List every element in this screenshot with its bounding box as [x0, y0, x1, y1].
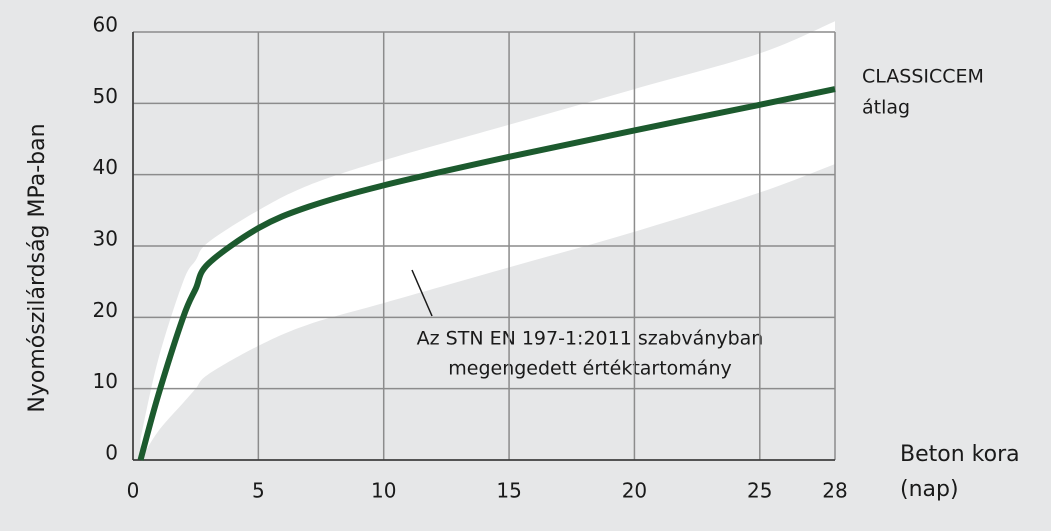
y-tick-label: 0: [105, 441, 118, 465]
x-tick-label: 25: [747, 479, 772, 503]
x-tick-label: 10: [371, 479, 396, 503]
x-tick-label: 5: [252, 479, 265, 503]
y-tick-label: 40: [93, 155, 118, 179]
series-label: CLASSICCEM: [862, 66, 984, 88]
y-tick-label: 20: [93, 298, 118, 322]
x-tick-label: 28: [822, 479, 847, 503]
series-label: átlag: [862, 97, 910, 119]
x-axis-title: (nap): [900, 477, 959, 502]
x-axis-title: Beton kora: [900, 442, 1020, 467]
y-tick-label: 50: [93, 84, 118, 108]
y-tick-label: 60: [93, 13, 118, 37]
y-axis-title: Nyomószilárdság MPa-ban: [25, 123, 50, 412]
band-label: megengedett értéktartomány: [448, 358, 732, 380]
x-tick-label: 20: [622, 479, 647, 503]
band-label: Az STN EN 197-1:2011 szabványban: [417, 328, 764, 350]
x-tick-label: 15: [496, 479, 521, 503]
y-tick-label: 30: [93, 227, 118, 251]
series-line: [137, 86, 836, 461]
tolerance-band: [140, 21, 835, 461]
pointer: [411, 269, 433, 317]
x-tick-label: 0: [127, 479, 140, 503]
y-tick-label: 10: [93, 369, 118, 393]
